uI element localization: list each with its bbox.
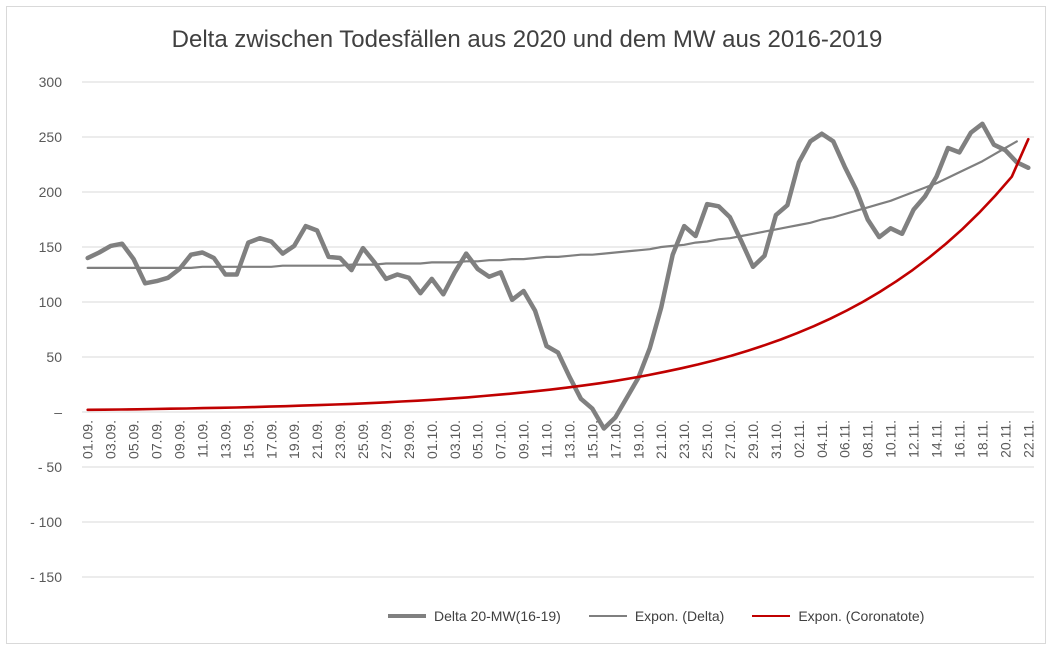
x-tick-label: 06.11. <box>837 420 853 458</box>
legend-swatch <box>752 615 791 617</box>
x-tick-label: 01.09. <box>80 420 96 459</box>
x-tick-label: 19.09. <box>286 420 302 459</box>
chart-frame <box>6 6 1046 644</box>
x-tick-label: 02.11. <box>791 420 807 458</box>
x-tick-label: 08.11. <box>860 420 876 458</box>
y-tick-label: 100 <box>39 294 63 310</box>
x-tick-label: 16.11. <box>951 420 967 458</box>
x-tick-label: 05.09. <box>126 420 142 459</box>
y-tick-label: 150 <box>39 239 63 255</box>
legend-item: Delta 20-MW(16-19) <box>388 608 561 624</box>
x-tick-label: 03.10. <box>447 420 463 459</box>
legend-label: Expon. (Coronatote) <box>798 608 925 624</box>
x-tick-label: 29.10. <box>745 420 761 459</box>
x-tick-label: 13.09. <box>217 420 233 459</box>
y-tick-label: - 100 <box>30 514 62 530</box>
y-tick-label: - 50 <box>38 459 62 475</box>
x-tick-label: 15.10. <box>584 420 600 459</box>
chart-title: Delta zwischen Todesfällen aus 2020 und … <box>171 26 883 53</box>
x-tick-label: 11.10. <box>539 420 555 458</box>
x-tick-label: 22.11. <box>1020 420 1036 458</box>
y-tick-label: – <box>54 404 62 420</box>
x-tick-label: 07.10. <box>493 420 509 459</box>
series-line-delta-20-mw-16-19 <box>85 121 1031 431</box>
legend-swatch <box>588 615 627 617</box>
x-tick-label: 21.09. <box>309 420 325 459</box>
y-tick-label: 50 <box>46 349 62 365</box>
legend-item: Expon. (Delta) <box>588 608 725 624</box>
x-tick-label: 09.10. <box>516 420 532 459</box>
x-tick-label: 19.10. <box>630 420 646 459</box>
x-tick-label: 27.10. <box>722 420 738 459</box>
x-tick-label: 29.09. <box>401 420 417 459</box>
x-tick-label: 17.09. <box>263 420 279 459</box>
x-tick-label: 25.10. <box>699 420 715 459</box>
y-tick-label: 250 <box>39 129 63 145</box>
x-tick-label: 23.09. <box>332 420 348 459</box>
y-tick-label: 200 <box>39 184 63 200</box>
y-tick-label: - 150 <box>30 569 62 585</box>
x-tick-label: 13.10. <box>561 420 577 459</box>
legend-label: Expon. (Delta) <box>634 608 725 624</box>
x-tick-label: 05.10. <box>470 420 486 459</box>
x-tick-label: 18.11. <box>974 420 990 458</box>
x-tick-label: 20.11. <box>997 420 1013 458</box>
x-tick-label: 17.10. <box>607 420 623 459</box>
x-tick-label: 11.09. <box>194 420 210 458</box>
legend-item: Expon. (Coronatote) <box>752 608 924 624</box>
series-line-expon-coronatote <box>86 137 1030 412</box>
series-line-expon-delta <box>86 140 1018 269</box>
x-tick-label: 07.09. <box>149 420 165 459</box>
x-tick-label: 04.11. <box>814 420 830 458</box>
x-tick-label: 14.11. <box>929 420 945 458</box>
chart-legend: Delta 20-MW(16-19) Expon. (Delta) Expon. (… <box>388 604 924 628</box>
x-tick-label: 31.10. <box>768 420 784 459</box>
x-tick-label: 23.10. <box>676 420 692 459</box>
x-tick-label: 15.09. <box>240 420 256 459</box>
legend-label: Delta 20-MW(16-19) <box>434 608 561 624</box>
x-tick-label: 12.11. <box>906 420 922 458</box>
legend-swatch <box>388 614 426 618</box>
x-tick-label: 27.09. <box>378 420 394 459</box>
x-tick-label: 03.09. <box>103 420 119 459</box>
x-tick-label: 01.10. <box>424 420 440 459</box>
x-tick-label: 25.09. <box>355 420 371 459</box>
y-tick-label: 300 <box>39 74 63 90</box>
x-tick-label: 10.11. <box>883 420 899 458</box>
x-tick-label: 21.10. <box>653 420 669 459</box>
x-tick-label: 09.09. <box>171 420 187 459</box>
